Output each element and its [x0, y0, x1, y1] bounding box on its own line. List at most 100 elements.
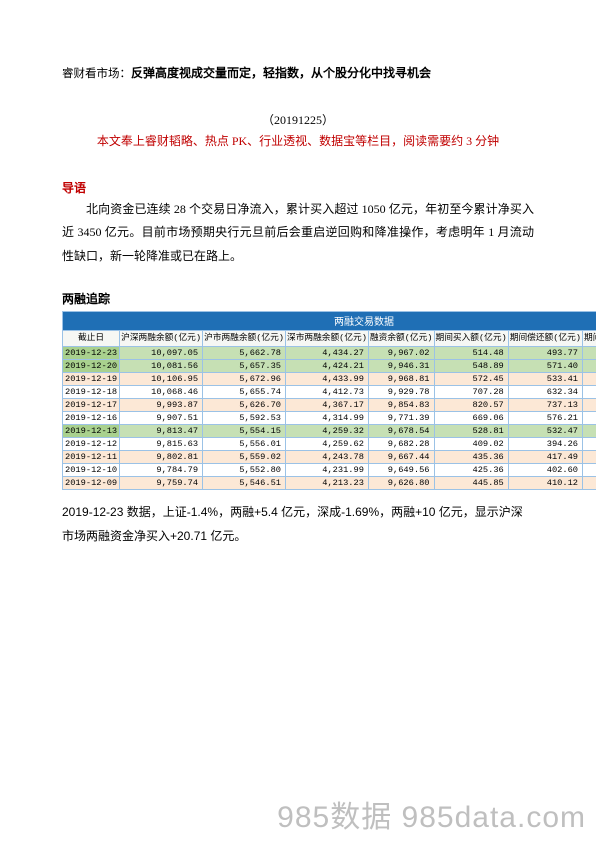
table-cell: 820.57	[434, 398, 508, 411]
table-row: 2019-12-179,993.875,626.704,367.179,854.…	[63, 398, 596, 411]
margin-heading: 两融追踪	[62, 290, 534, 307]
table-cell: 22.77	[583, 463, 596, 476]
table-cell: 533.41	[508, 372, 582, 385]
table-cell: 5,657.35	[203, 359, 286, 372]
table-cell-date: 2019-12-10	[63, 463, 120, 476]
table-row: 2019-12-099,759.745,546.514,213.239,626.…	[63, 476, 596, 489]
table-cell: 4,213.23	[286, 476, 369, 489]
table-cell: 528.81	[434, 424, 508, 437]
table-cell: 4,314.99	[286, 411, 369, 424]
table-cell: 83.44	[583, 398, 596, 411]
title-main: 反弹高度视成交量而定，轻指数，从个股分化中找寻机会	[131, 66, 431, 80]
footer-note: 2019-12-23 数据，上证-1.4%，两融+5.4 亿元，深成-1.69%…	[62, 500, 534, 548]
table-col-header: 沪深两融余额(亿元)	[120, 331, 203, 346]
table-cell: 5,672.96	[203, 372, 286, 385]
table-col-header: 期间偿还额(亿元)	[508, 331, 582, 346]
table-col-header: 期间净买入额(亿元)	[583, 331, 596, 346]
article-title: 睿财看市场：反弹高度视成交量而定，轻指数，从个股分化中找寻机会	[62, 60, 534, 87]
table-row: 2019-12-2310,097.055,662.784,434.279,967…	[63, 346, 596, 359]
table-cell: 394.26	[508, 437, 582, 450]
title-prefix: 睿财看市场：	[62, 68, 131, 80]
table-cell: 632.34	[508, 385, 582, 398]
table-cell: 35.73	[583, 476, 596, 489]
table-cell: 9,854.83	[368, 398, 434, 411]
table-col-header: 截止日	[63, 331, 120, 346]
table-cell: 409.02	[434, 437, 508, 450]
table-row: 2019-12-169,907.515,592.534,314.999,771.…	[63, 411, 596, 424]
table-cell: 410.12	[508, 476, 582, 489]
table-cell: 9,967.02	[368, 346, 434, 359]
table-cell: 5,662.78	[203, 346, 286, 359]
table-cell: 4,367.17	[286, 398, 369, 411]
table-cell-date: 2019-12-13	[63, 424, 120, 437]
table-cell: 5,592.53	[203, 411, 286, 424]
table-cell: 445.85	[434, 476, 508, 489]
table-cell: 9,813.47	[120, 424, 203, 437]
table-col-header: 沪市两融余额(亿元)	[203, 331, 286, 346]
table-cell: 9,784.79	[120, 463, 203, 476]
table-cell: 4,259.32	[286, 424, 369, 437]
table-cell: 576.21	[508, 411, 582, 424]
red-subtitle: 本文奉上睿财韬略、热点 PK、行业透视、数据宝等栏目，阅读需要约 3 分钟	[62, 130, 534, 153]
table-cell-date: 2019-12-12	[63, 437, 120, 450]
table-cell: 9,946.31	[368, 359, 434, 372]
table-cell: 5,626.70	[203, 398, 286, 411]
table-cell: 737.13	[508, 398, 582, 411]
table-cell-date: 2019-12-20	[63, 359, 120, 372]
table-cell: -22.51	[583, 359, 596, 372]
table-cell-date: 2019-12-18	[63, 385, 120, 398]
table-cell: 435.36	[434, 450, 508, 463]
table-cell: 5,556.01	[203, 437, 286, 450]
table-col-header: 融资余额(亿元)	[368, 331, 434, 346]
table-cell: 92.85	[583, 411, 596, 424]
table-cell: 9,968.81	[368, 372, 434, 385]
table-cell: 9,815.63	[120, 437, 203, 450]
table-cell-date: 2019-12-17	[63, 398, 120, 411]
table-cell: 9,771.39	[368, 411, 434, 424]
table-cell: 9,993.87	[120, 398, 203, 411]
table-cell: 572.45	[434, 372, 508, 385]
table-cell: 9,678.54	[368, 424, 434, 437]
table-cell: 4,434.27	[286, 346, 369, 359]
table-cell: 14.76	[583, 437, 596, 450]
table-cell: 5,552.80	[203, 463, 286, 476]
table-cell: 4,433.99	[286, 372, 369, 385]
table-cell: 5,554.15	[203, 424, 286, 437]
table-cell-date: 2019-12-09	[63, 476, 120, 489]
table-cell: 10,068.46	[120, 385, 203, 398]
table-cell: 9,929.78	[368, 385, 434, 398]
lead-body: 北向资金已连续 28 个交易日净流入，累计买入超过 1050 亿元，年初至今累计…	[62, 198, 534, 268]
table-cell: 669.06	[434, 411, 508, 424]
table-cell: -3.66	[583, 424, 596, 437]
table-cell: 4,243.78	[286, 450, 369, 463]
table-cell: 417.49	[508, 450, 582, 463]
table-cell: 9,667.44	[368, 450, 434, 463]
table-cell: 9,759.74	[120, 476, 203, 489]
table-row: 2019-12-2010,081.565,657.354,424.219,946…	[63, 359, 596, 372]
table-cell: 39.04	[583, 372, 596, 385]
table-row: 2019-12-1910,106.955,672.964,433.999,968…	[63, 372, 596, 385]
table-cell: 20.71	[583, 346, 596, 359]
table-cell: 571.40	[508, 359, 582, 372]
table-cell-date: 2019-12-16	[63, 411, 120, 424]
table-cell-date: 2019-12-19	[63, 372, 120, 385]
table-row: 2019-12-109,784.795,552.804,231.999,649.…	[63, 463, 596, 476]
table-col-header: 深市两融余额(亿元)	[286, 331, 369, 346]
table-cell: 9,682.28	[368, 437, 434, 450]
table-cell: 10,097.05	[120, 346, 203, 359]
table-cell: 4,231.99	[286, 463, 369, 476]
table-cell: 4,424.21	[286, 359, 369, 372]
table-cell: 10,081.56	[120, 359, 203, 372]
table-cell: 9,802.81	[120, 450, 203, 463]
table-cell: 402.60	[508, 463, 582, 476]
margin-table: 两融交易数据 截止日沪深两融余额(亿元)沪市两融余额(亿元)深市两融余额(亿元)…	[62, 311, 534, 489]
lead-heading: 导语	[62, 179, 534, 196]
table-cell: 9,626.80	[368, 476, 434, 489]
table-cell: 4,412.73	[286, 385, 369, 398]
table-row: 2019-12-129,815.635,556.014,259.629,682.…	[63, 437, 596, 450]
table-cell: 74.94	[583, 385, 596, 398]
table-cell: 493.77	[508, 346, 582, 359]
table-cell: 9,649.56	[368, 463, 434, 476]
table-cell: 425.36	[434, 463, 508, 476]
table-cell-date: 2019-12-11	[63, 450, 120, 463]
